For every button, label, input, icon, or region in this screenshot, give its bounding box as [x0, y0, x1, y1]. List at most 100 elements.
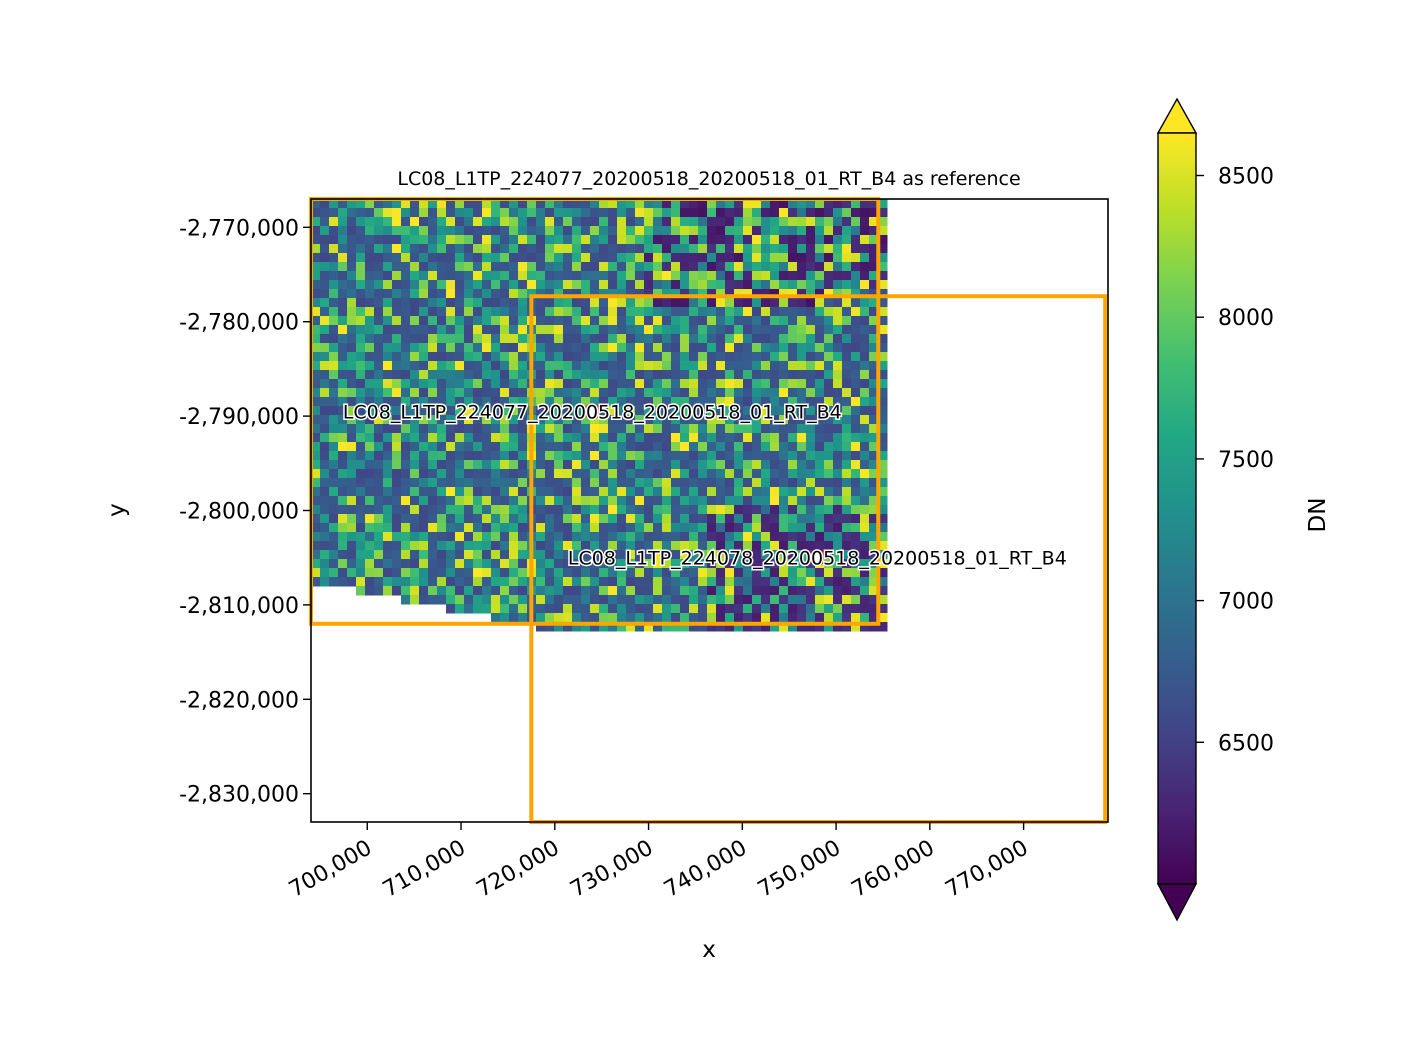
raster-cell	[356, 271, 366, 281]
raster-cell	[842, 352, 852, 362]
raster-cell	[509, 514, 519, 524]
raster-cell	[464, 568, 474, 578]
raster-cell	[842, 442, 852, 452]
raster-cell	[320, 433, 330, 443]
raster-cell	[869, 613, 879, 623]
raster-cell	[374, 262, 384, 272]
raster-cell	[779, 442, 789, 452]
raster-cell	[698, 415, 708, 425]
raster-cell	[698, 406, 708, 416]
raster-cell	[545, 325, 555, 335]
raster-cell	[743, 271, 753, 281]
raster-cell	[608, 451, 618, 461]
raster-cell	[842, 478, 852, 488]
raster-cell	[815, 244, 825, 254]
raster-cell	[527, 280, 537, 290]
raster-cell	[707, 226, 717, 236]
raster-cell	[608, 559, 618, 569]
raster-cell	[374, 379, 384, 389]
raster-cell	[788, 523, 798, 533]
raster-cell	[311, 406, 321, 416]
raster-cell	[761, 613, 771, 623]
raster-cell	[815, 604, 825, 614]
raster-cell	[599, 280, 609, 290]
raster-cell	[563, 532, 573, 542]
raster-cell	[689, 352, 699, 362]
raster-cell	[770, 298, 780, 308]
raster-cell	[626, 379, 636, 389]
raster-cell	[545, 397, 555, 407]
raster-cell	[455, 496, 465, 506]
raster-cell	[797, 622, 807, 632]
raster-cell	[563, 199, 573, 209]
raster-cell	[815, 226, 825, 236]
raster-cell	[392, 406, 402, 416]
raster-cell	[824, 415, 834, 425]
raster-cell	[572, 244, 582, 254]
raster-cell	[329, 217, 339, 227]
raster-cell	[428, 262, 438, 272]
raster-cell	[383, 568, 393, 578]
raster-cell	[347, 406, 357, 416]
raster-cell	[671, 298, 681, 308]
raster-cell	[581, 622, 591, 632]
raster-cell	[365, 550, 375, 560]
raster-cell	[698, 424, 708, 434]
raster-cell	[437, 361, 447, 371]
raster-cell	[329, 523, 339, 533]
raster-cell	[455, 388, 465, 398]
raster-cell	[338, 577, 348, 587]
raster-cell	[554, 271, 564, 281]
raster-cell	[347, 208, 357, 218]
raster-cell	[851, 442, 861, 452]
raster-cell	[599, 604, 609, 614]
raster-cell	[707, 262, 717, 272]
raster-cell	[752, 613, 762, 623]
raster-cell	[581, 397, 591, 407]
raster-cell	[725, 586, 735, 596]
raster-cell	[707, 433, 717, 443]
raster-cell	[734, 604, 744, 614]
raster-cell	[356, 352, 366, 362]
raster-cell	[842, 316, 852, 326]
raster-cell	[689, 334, 699, 344]
raster-cell	[608, 604, 618, 614]
raster-cell	[653, 370, 663, 380]
raster-cell	[347, 334, 357, 344]
raster-cell	[464, 307, 474, 317]
raster-cell	[644, 199, 654, 209]
raster-cell	[392, 469, 402, 479]
raster-cell	[698, 298, 708, 308]
raster-cell	[788, 586, 798, 596]
raster-cell	[716, 280, 726, 290]
raster-cell	[464, 316, 474, 326]
raster-cell	[365, 325, 375, 335]
raster-cell	[797, 244, 807, 254]
raster-cell	[716, 433, 726, 443]
raster-cell	[464, 604, 474, 614]
raster-cell	[671, 505, 681, 515]
raster-cell	[725, 379, 735, 389]
raster-cell	[635, 613, 645, 623]
raster-cell	[563, 451, 573, 461]
raster-cell	[437, 568, 447, 578]
raster-cell	[761, 532, 771, 542]
raster-cell	[788, 379, 798, 389]
raster-cell	[617, 622, 627, 632]
raster-cell	[878, 505, 888, 515]
raster-cell	[410, 235, 420, 245]
raster-cell	[446, 379, 456, 389]
raster-cell	[509, 559, 519, 569]
raster-cell	[482, 208, 492, 218]
raster-cell	[329, 316, 339, 326]
raster-cell	[482, 478, 492, 488]
raster-cell	[518, 505, 528, 515]
raster-cell	[860, 325, 870, 335]
raster-cell	[419, 469, 429, 479]
raster-cell	[860, 280, 870, 290]
raster-cell	[581, 550, 591, 560]
raster-cell	[446, 361, 456, 371]
raster-cell	[554, 406, 564, 416]
raster-cell	[320, 406, 330, 416]
